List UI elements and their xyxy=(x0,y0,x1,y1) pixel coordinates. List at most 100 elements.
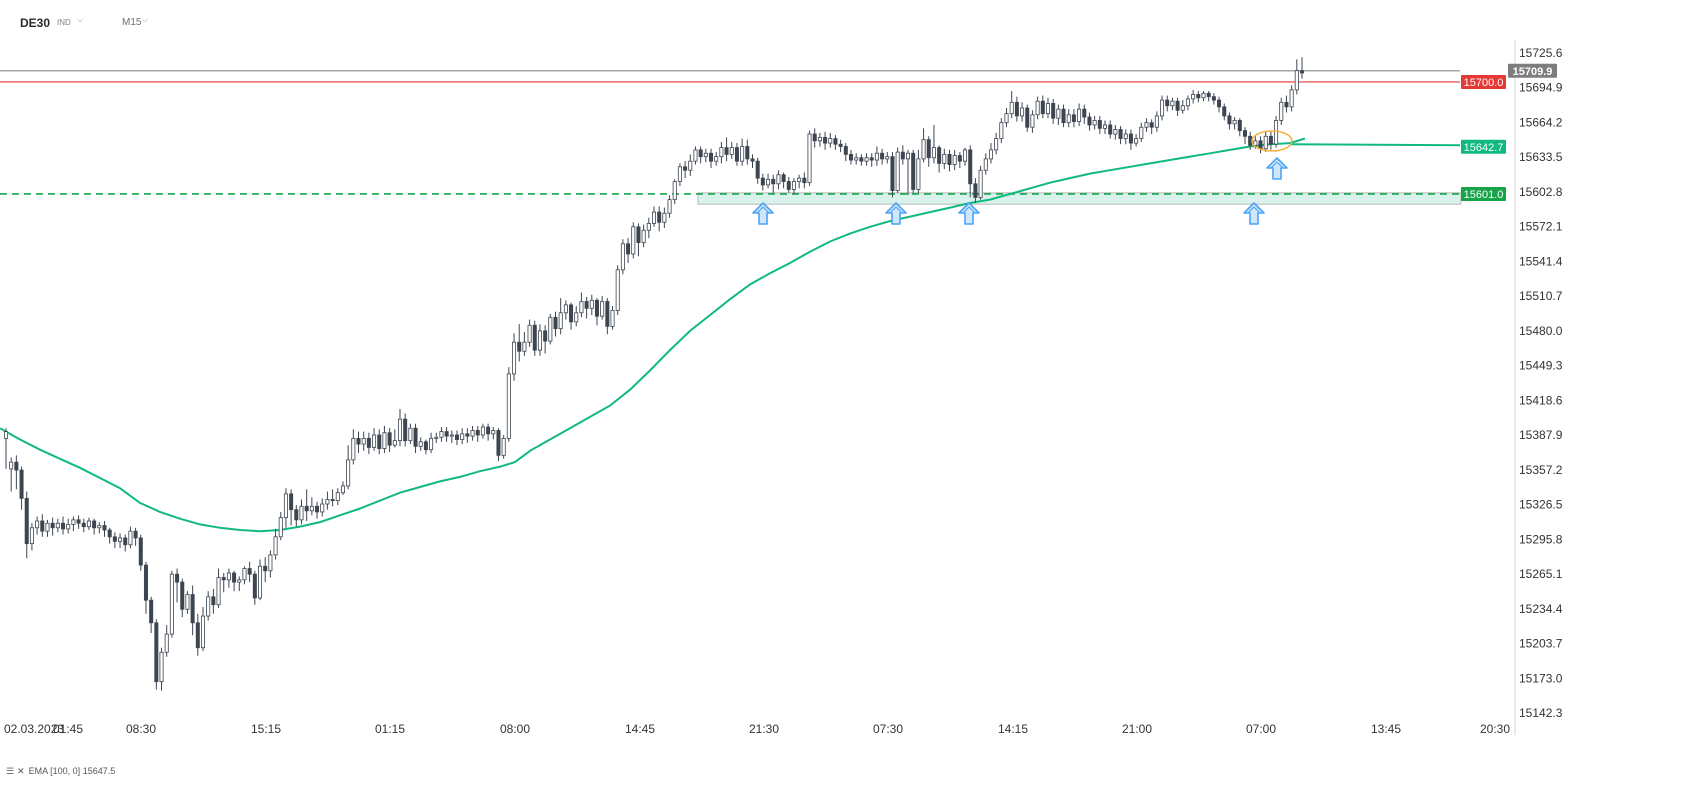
candle xyxy=(1030,110,1035,133)
candle xyxy=(1061,104,1066,128)
bull-candle-body xyxy=(346,459,351,487)
bear-candle-body xyxy=(315,505,320,513)
candle xyxy=(304,489,309,521)
candle xyxy=(584,296,589,319)
candle xyxy=(1025,104,1030,132)
candle xyxy=(1165,95,1170,112)
candle xyxy=(107,527,112,544)
candle xyxy=(1040,95,1045,119)
bear-candle-body xyxy=(211,596,216,606)
candle xyxy=(14,455,19,490)
bull-candle-body xyxy=(434,436,439,439)
bear-candle-body xyxy=(366,437,371,448)
bear-candle-body xyxy=(1242,130,1247,137)
chevron-down-icon[interactable]: ⌵ xyxy=(77,15,84,24)
candle xyxy=(869,153,874,167)
chevron-down-icon[interactable]: ⌵ xyxy=(142,15,149,24)
candle xyxy=(169,570,174,638)
candle xyxy=(1294,59,1299,95)
bull-candle-body xyxy=(688,160,693,171)
bear-candle-body xyxy=(190,594,195,624)
category-label[interactable]: IND xyxy=(57,18,71,27)
candle xyxy=(1180,100,1185,114)
candle xyxy=(900,145,905,165)
candle xyxy=(957,152,962,168)
candle xyxy=(760,173,765,191)
candle xyxy=(45,519,50,537)
bull-candle-body xyxy=(766,178,771,186)
candle xyxy=(527,319,532,347)
candle xyxy=(574,306,579,327)
ema-line xyxy=(0,137,1461,533)
symbol-label[interactable]: DE30 xyxy=(20,16,51,30)
candle xyxy=(1128,129,1133,150)
bear-candle-body xyxy=(543,330,548,342)
candle xyxy=(252,570,257,605)
candle xyxy=(1020,102,1025,122)
bear-candle-body xyxy=(1128,133,1133,144)
candle xyxy=(740,138,745,166)
candle xyxy=(247,561,252,583)
arrow-up-icon-detail xyxy=(1247,206,1261,214)
x-tick-label: 14:45 xyxy=(625,722,655,736)
candle xyxy=(677,163,682,187)
bear-candle-body xyxy=(1014,101,1019,117)
bull-candle-body xyxy=(392,440,397,446)
candle xyxy=(470,425,475,441)
bull-candle-body xyxy=(501,437,506,456)
bull-candle-body xyxy=(1294,70,1299,91)
bear-candle-body xyxy=(1222,106,1227,117)
candle xyxy=(185,591,190,614)
chart-toolbar: DE30 IND ⌵ M15 ⌵ xyxy=(0,0,1691,40)
bull-candle-body xyxy=(66,523,71,530)
bear-candle-body xyxy=(926,139,931,159)
bull-candle-body xyxy=(791,181,796,190)
bear-candle-body xyxy=(294,509,299,521)
y-tick-label: 15173.0 xyxy=(1519,671,1563,685)
bull-candle-body xyxy=(273,536,278,556)
bear-candle-body xyxy=(968,149,973,185)
level-badge xyxy=(1461,186,1506,201)
candle xyxy=(1206,91,1211,102)
bear-candle-body xyxy=(1258,140,1263,150)
y-tick-label: 15387.9 xyxy=(1519,428,1563,442)
bull-candle-body xyxy=(563,304,568,314)
x-tick-label: 07:00 xyxy=(1246,722,1276,736)
bear-candle-body xyxy=(657,211,662,223)
arrow-up-icon xyxy=(1266,157,1288,180)
bear-candle-body xyxy=(869,157,874,161)
timeframe-selector[interactable]: M15 xyxy=(122,17,142,28)
bull-candle-body xyxy=(71,519,76,525)
candle xyxy=(1258,136,1263,154)
candle xyxy=(138,534,143,571)
bull-candle-body xyxy=(931,147,936,159)
candle xyxy=(631,222,636,259)
bull-candle-body xyxy=(1144,122,1149,128)
bull-candle-body xyxy=(1009,101,1014,115)
bull-candle-body xyxy=(817,137,822,142)
arrow-up-icon xyxy=(885,202,907,225)
candle xyxy=(667,195,672,218)
candle xyxy=(237,576,242,592)
bear-candle-body xyxy=(14,461,19,471)
indicator-settings-icon[interactable]: ☰ xyxy=(6,766,15,776)
bull-candle-body xyxy=(1279,101,1284,121)
bull-candle-body xyxy=(460,433,465,440)
bear-candle-body xyxy=(112,536,117,542)
bull-candle-body xyxy=(662,212,667,223)
bull-candle-body xyxy=(1092,120,1097,126)
bull-candle-body xyxy=(537,330,542,351)
bull-candle-body xyxy=(268,554,273,572)
y-tick-label: 15203.7 xyxy=(1519,637,1563,651)
bull-candle-body xyxy=(128,530,133,546)
bear-candle-body xyxy=(330,499,335,502)
bull-candle-body xyxy=(470,430,475,437)
bear-candle-body xyxy=(50,522,55,529)
candle xyxy=(61,516,66,535)
candle xyxy=(522,332,527,356)
candle xyxy=(1268,131,1273,150)
candle xyxy=(895,147,900,193)
bear-candle-body xyxy=(823,137,828,144)
close-icon[interactable]: ✕ xyxy=(17,766,25,776)
